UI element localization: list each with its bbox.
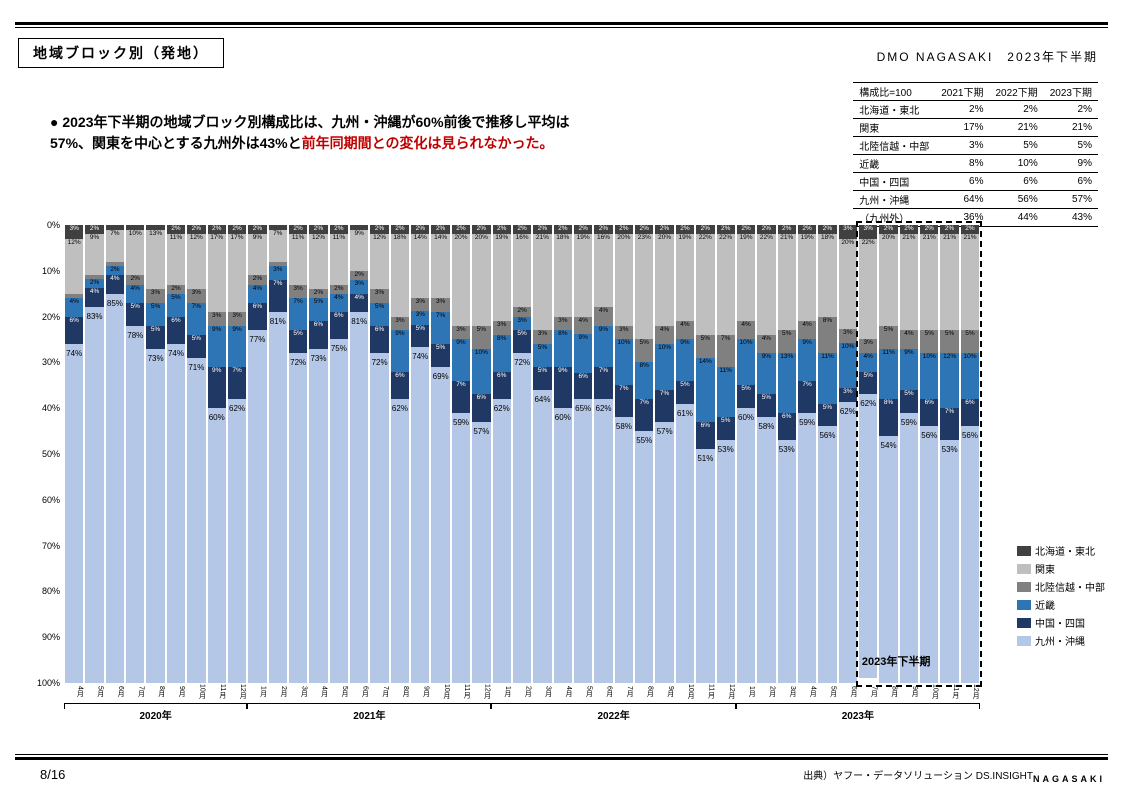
header-meta: DMO NAGASAKI 2023年下半期 [877, 48, 1098, 65]
bottom-rule [15, 754, 1108, 760]
highlight-label: 2023年下半期 [862, 653, 930, 669]
source-citation: 出典）ヤフー・データソリューション DS.INSIGHT [803, 767, 1033, 782]
composition-table: 構成比=1002021下期2022下期2023下期 北海道・東北2%2%2%関東… [853, 82, 1098, 227]
summary-bullet: ● 2023年下半期の地域ブロック別構成比は、九州・沖縄が60%前後で推移し平均… [50, 112, 610, 154]
page-title: 地域ブロック別（発地） [18, 38, 224, 68]
top-rule [15, 22, 1108, 28]
chart-legend: 北海道・東北関東北陸信越・中部近畿中国・四国九州・沖縄 [1017, 540, 1105, 651]
stacked-bar-chart: 3%12%4%6%74%2%9%2%4%83%7%2%4%85%10%2%4%5… [30, 225, 980, 725]
page-number: 8/16 [40, 767, 65, 782]
logo-text: NAGASAKI [1033, 774, 1105, 784]
highlight-box [856, 221, 982, 687]
